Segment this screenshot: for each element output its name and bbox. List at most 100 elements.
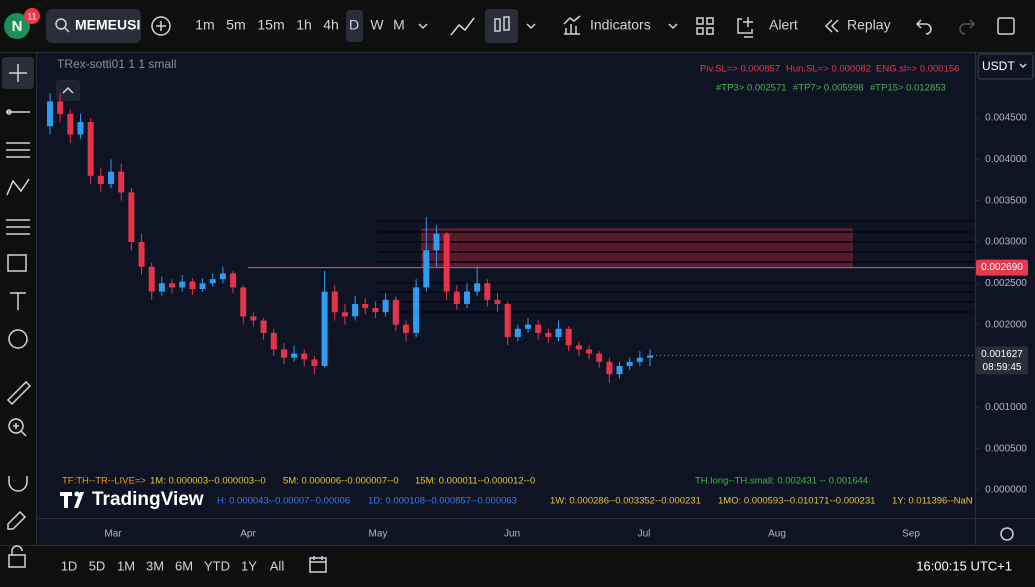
symbol-search[interactable] xyxy=(46,9,141,43)
candle-body xyxy=(219,273,226,280)
info-red: ENG.sl=> 0.000156 xyxy=(876,64,959,75)
candle-icon xyxy=(503,16,510,31)
range-button[interactable]: 1M xyxy=(117,558,135,573)
candle-body xyxy=(209,279,216,284)
price-tag xyxy=(976,259,1028,276)
indicators-icon[interactable] xyxy=(563,15,581,35)
candle-body xyxy=(616,365,623,375)
candle-body xyxy=(362,303,369,309)
candle-body xyxy=(138,241,145,267)
candle-icon xyxy=(494,18,501,32)
candle-body xyxy=(636,357,643,362)
date-range-icon[interactable] xyxy=(309,556,327,573)
badge xyxy=(24,8,40,24)
candle-body xyxy=(463,291,470,304)
range-button[interactable]: 6M xyxy=(175,558,193,573)
candle-body xyxy=(565,328,572,346)
alert-icon[interactable] xyxy=(737,17,753,38)
fib-icon[interactable] xyxy=(6,142,30,158)
ruler-icon[interactable] xyxy=(6,380,32,406)
replay-button[interactable]: Replay xyxy=(847,17,891,33)
projection-icon[interactable] xyxy=(6,219,30,235)
range-button[interactable]: 1D xyxy=(61,558,78,573)
alert-button[interactable]: Alert xyxy=(769,17,798,33)
x-tick-label: Aug xyxy=(768,529,786,540)
candle-body xyxy=(230,273,237,288)
compare-button[interactable] xyxy=(151,16,171,36)
interval-button[interactable]: 1h xyxy=(296,17,312,33)
candle-body xyxy=(626,361,633,366)
candle-body xyxy=(524,324,531,329)
settings-icon[interactable] xyxy=(1000,527,1014,541)
candle-body xyxy=(291,353,298,358)
line-chart-icon[interactable] xyxy=(450,17,475,36)
logo-mark xyxy=(74,491,80,497)
candle-body xyxy=(301,353,308,360)
candle-body xyxy=(586,349,593,354)
candle-body xyxy=(199,283,206,290)
x-tick-label: Jun xyxy=(504,529,520,540)
interval-button[interactable]: 1m xyxy=(195,17,214,33)
candle-body xyxy=(647,355,654,358)
layout-icon[interactable] xyxy=(696,17,714,35)
y-tick-label: 0.000500 xyxy=(985,443,1027,454)
zoom-icon[interactable] xyxy=(8,418,24,434)
avatar[interactable] xyxy=(4,13,30,39)
interval-button[interactable]: 4h xyxy=(323,17,339,33)
table-cell: 1Y: 0.011396--NaN xyxy=(892,496,973,507)
pattern-icon[interactable] xyxy=(6,178,30,196)
chevron[interactable] xyxy=(418,23,428,30)
table-cell: 1MO: 0.000593--0.010171--0.000231 xyxy=(718,496,875,507)
candle-body xyxy=(504,303,511,338)
indicators-button[interactable]: Indicators xyxy=(590,17,651,33)
redo-icon[interactable] xyxy=(959,19,976,35)
badge-count: 11 xyxy=(27,11,36,21)
candle-body xyxy=(280,349,287,358)
top-toolbar: N 11 MEMEUSI xyxy=(4,8,1015,43)
interval-button[interactable]: 15m xyxy=(257,17,284,33)
fullscreen-icon[interactable] xyxy=(997,17,1015,35)
range-button[interactable]: 3M xyxy=(146,558,164,573)
lock-icon[interactable] xyxy=(8,554,26,568)
candle-body xyxy=(67,113,74,135)
range-button[interactable]: 5D xyxy=(89,558,106,573)
interval-button[interactable]: W xyxy=(370,17,384,33)
interval-button[interactable]: M xyxy=(393,17,405,33)
candle-body xyxy=(128,192,135,242)
undo-icon[interactable] xyxy=(915,19,932,35)
search-icon xyxy=(64,27,70,33)
candle-body xyxy=(118,171,125,193)
shape-icon[interactable] xyxy=(7,254,27,272)
range-button[interactable]: 1Y xyxy=(241,558,257,573)
chevron[interactable] xyxy=(668,23,678,30)
y-tick-label: 0.004000 xyxy=(985,154,1027,165)
table-cell: 5M: 0.000006--0.000007--0 xyxy=(283,476,399,487)
range-button[interactable]: YTD xyxy=(204,558,230,573)
candle-body xyxy=(260,320,267,333)
last-price-label: 0.001627 xyxy=(981,349,1023,360)
interval-button[interactable]: 5m xyxy=(226,17,245,33)
magnet-icon[interactable] xyxy=(8,476,28,492)
info-green: #TP15> 0.012853 xyxy=(870,83,946,94)
replay-icon[interactable] xyxy=(824,19,839,33)
pencil-lock-icon[interactable] xyxy=(7,510,27,530)
text-icon[interactable] xyxy=(10,292,26,310)
interval-selected xyxy=(346,10,363,42)
crosshair-icon[interactable] xyxy=(9,64,27,82)
chart-type-selected[interactable] xyxy=(485,9,518,43)
range-button[interactable]: All xyxy=(270,558,285,573)
collapse-button[interactable] xyxy=(56,80,80,101)
candle-body xyxy=(331,291,338,313)
table-cell: TH.long--TH.small: 0.002431 -- 0.001644 xyxy=(695,476,868,487)
plus-icon xyxy=(156,21,166,31)
candle-body xyxy=(514,328,521,338)
currency-select[interactable] xyxy=(977,53,1034,80)
interval-button[interactable]: D xyxy=(349,17,359,33)
avatar-letter: N xyxy=(12,18,23,35)
candle-body xyxy=(97,175,104,185)
chevron[interactable] xyxy=(526,23,536,30)
emoji-icon[interactable] xyxy=(8,329,28,349)
table-cell: 15M: 0.000011--0.000012--0 xyxy=(415,476,535,487)
candle-body xyxy=(352,303,359,317)
